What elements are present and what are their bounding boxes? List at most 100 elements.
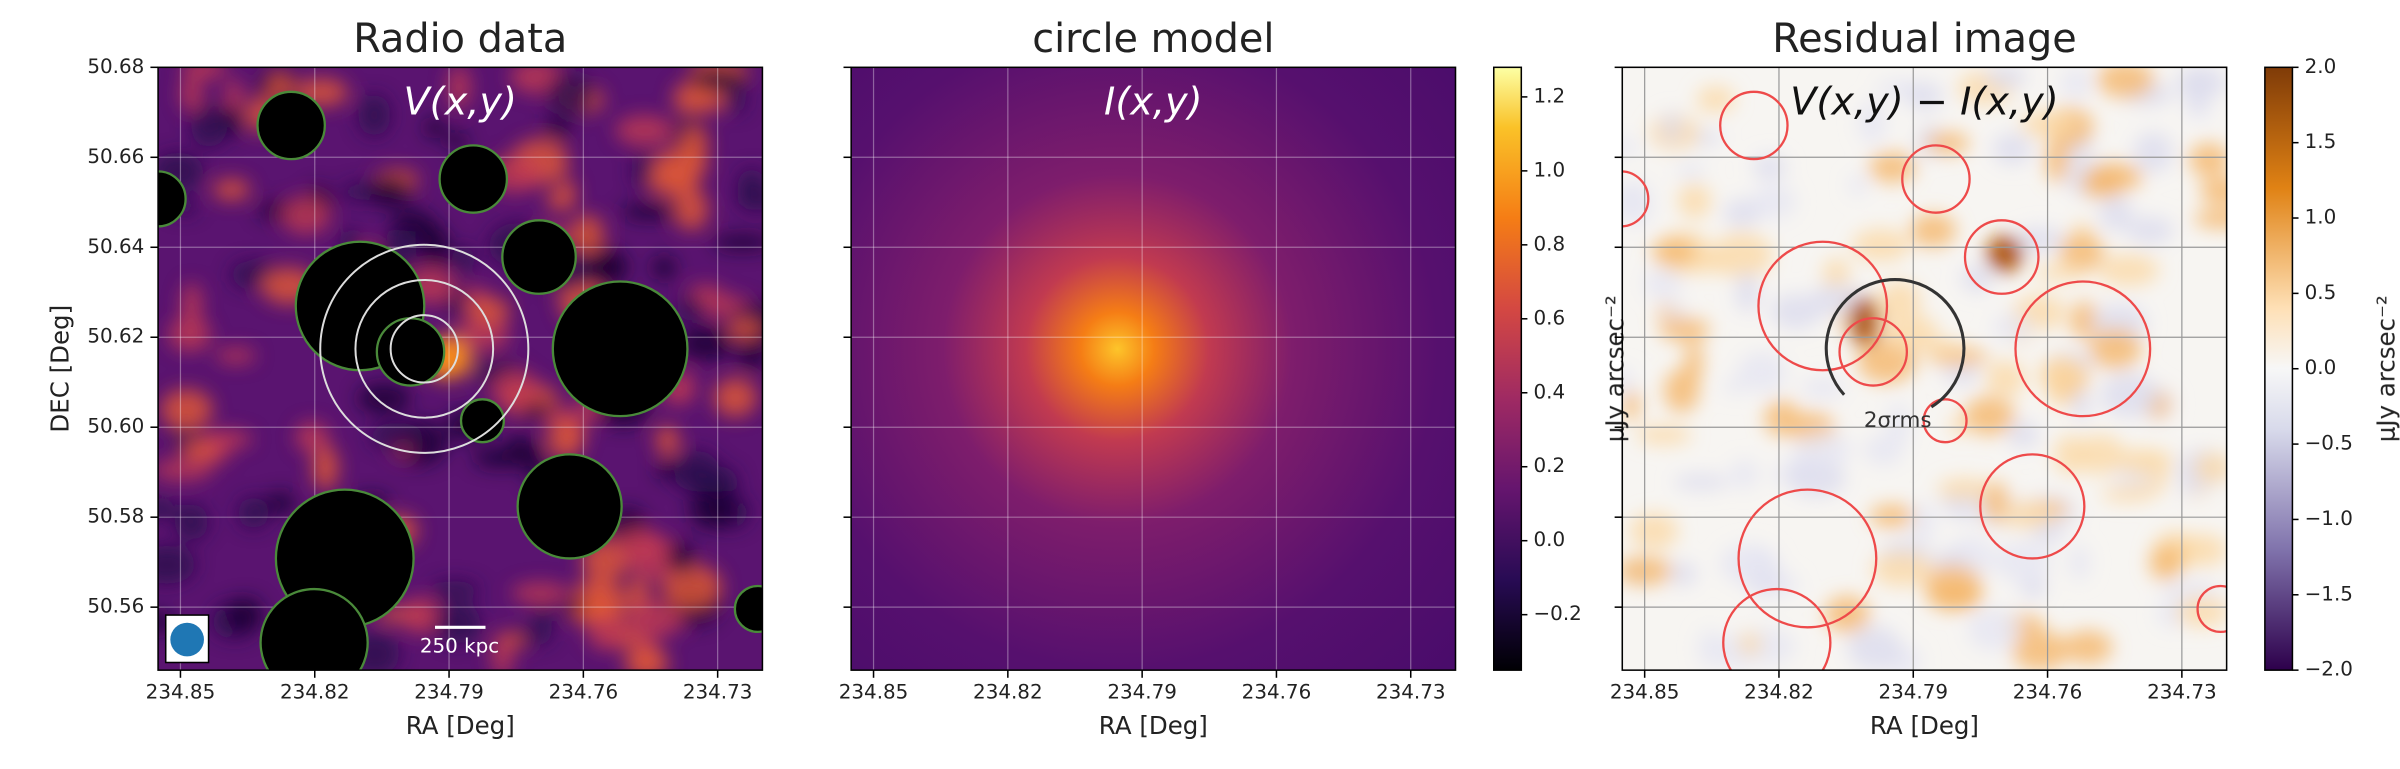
- colorbar-tick-label: 0.8: [1534, 232, 1566, 255]
- mask-contour: [2014, 280, 2152, 418]
- noise-blob: [1810, 283, 1864, 316]
- noise-blob: [2133, 131, 2174, 174]
- noise-blob: [2113, 448, 2174, 474]
- noise-blob: [2053, 435, 2089, 475]
- x-tick-label: 234.73: [2147, 681, 2217, 704]
- noise-blob: [1622, 389, 1641, 421]
- mask-contour: [1757, 240, 1889, 372]
- x-tick-label: 234.76: [1242, 681, 1312, 704]
- x-tick-label: 234.73: [1376, 681, 1446, 704]
- noise-blob: [281, 196, 331, 235]
- chart-title: circle model: [1032, 16, 1274, 62]
- noise-blob: [1622, 366, 1633, 397]
- noise-blob: [676, 469, 734, 492]
- noise-blob: [1848, 174, 1868, 197]
- y-tick-label: 50.62: [87, 325, 144, 348]
- noise-blob: [2188, 142, 2227, 178]
- noise-blob: [712, 234, 763, 251]
- noise-blob: [1719, 543, 1779, 585]
- noise-blob: [174, 503, 209, 541]
- noise-blob: [312, 445, 339, 491]
- mask: [733, 584, 763, 634]
- noise-blob: [679, 124, 709, 165]
- aperture-circles: [319, 243, 530, 454]
- noise-blob: [179, 440, 217, 460]
- noise-blob: [1886, 402, 1911, 447]
- noise-blob: [446, 131, 468, 150]
- noise-blob: [1677, 183, 1712, 219]
- y-axis-label: DEC [Deg]: [46, 305, 75, 433]
- colorbar-tick-label: −1.5: [2305, 582, 2353, 605]
- noise-blob: [1636, 425, 1692, 445]
- noise-blob: [724, 89, 746, 114]
- noise-blob: [547, 417, 584, 460]
- noise-blob: [651, 255, 677, 280]
- x-axis-label: RA [Deg]: [1870, 711, 1979, 740]
- mask: [459, 398, 505, 444]
- noise-blob: [1764, 400, 1801, 437]
- x-axis-label: RA [Deg]: [406, 711, 515, 740]
- noise-blob: [2070, 301, 2100, 340]
- noise-blob: [451, 245, 476, 274]
- noise-blob: [508, 433, 529, 462]
- noise-blob: [2011, 630, 2069, 671]
- noise-blob: [2038, 355, 2085, 393]
- noise-blob: [533, 601, 553, 645]
- masks: [1622, 90, 2227, 671]
- x-tick-label: 234.82: [1744, 681, 1814, 704]
- noise-blob: [655, 425, 680, 456]
- noise-blob: [2007, 420, 2040, 449]
- noise-blob: [673, 82, 703, 114]
- mask-contour: [1901, 144, 1971, 214]
- mask: [158, 170, 187, 228]
- hot-spot: [1848, 296, 1880, 346]
- colorbar-label: μJy arcsec⁻²: [2371, 295, 2400, 442]
- chart-title: Radio data: [353, 16, 567, 62]
- noise-blob: [212, 178, 251, 201]
- noise-blob: [1795, 431, 1852, 467]
- noise-blob: [677, 293, 706, 322]
- noise-blob: [2071, 389, 2092, 422]
- noise-blob: [1999, 501, 2054, 529]
- mask: [256, 90, 326, 161]
- noise-blob: [1924, 339, 1968, 355]
- noise-blob: [632, 151, 654, 190]
- noise-blob: [545, 72, 595, 118]
- noise-blob: [1879, 280, 1921, 320]
- colorbar-tick-label: 1.0: [2305, 206, 2337, 229]
- noise-blob: [181, 282, 203, 326]
- noise-blob: [1735, 271, 1760, 314]
- noise-blob: [1712, 232, 1773, 279]
- noise-blob: [2045, 138, 2070, 183]
- noise-blob: [737, 339, 763, 371]
- noise-blob: [1942, 363, 1980, 385]
- noise-blob: [736, 168, 763, 211]
- noise-blob: [2176, 596, 2227, 628]
- noise-blob: [1722, 378, 1746, 395]
- mask: [551, 280, 689, 418]
- noise-blob: [180, 76, 203, 112]
- noise-blob: [2020, 110, 2078, 138]
- noise-blob: [1822, 257, 1850, 293]
- noise-blob: [1751, 184, 1797, 220]
- noise-blob: [431, 580, 480, 600]
- noise-blob: [1937, 478, 1992, 500]
- noise-blob: [357, 383, 411, 414]
- noise-blob: [1651, 237, 1697, 266]
- noise-blob: [1857, 100, 1887, 145]
- noise-blob: [656, 460, 676, 480]
- noise-blob: [1863, 434, 1904, 467]
- noise-blob: [1869, 504, 1916, 528]
- noise-blob: [491, 369, 540, 411]
- colorbar-tick-label: 0.5: [2305, 281, 2337, 304]
- noise-blob: [435, 602, 481, 644]
- noise-blob: [369, 175, 413, 208]
- noise-blob: [401, 596, 440, 635]
- annotation: I(x,y): [1104, 80, 1203, 125]
- noise-blob: [614, 528, 663, 562]
- x-tick-label: 234.82: [973, 681, 1043, 704]
- mask: [259, 587, 369, 671]
- noise-blob: [713, 378, 758, 418]
- colorbar-tick-label: −2.0: [2305, 658, 2353, 681]
- axes-frame: [1621, 66, 2228, 671]
